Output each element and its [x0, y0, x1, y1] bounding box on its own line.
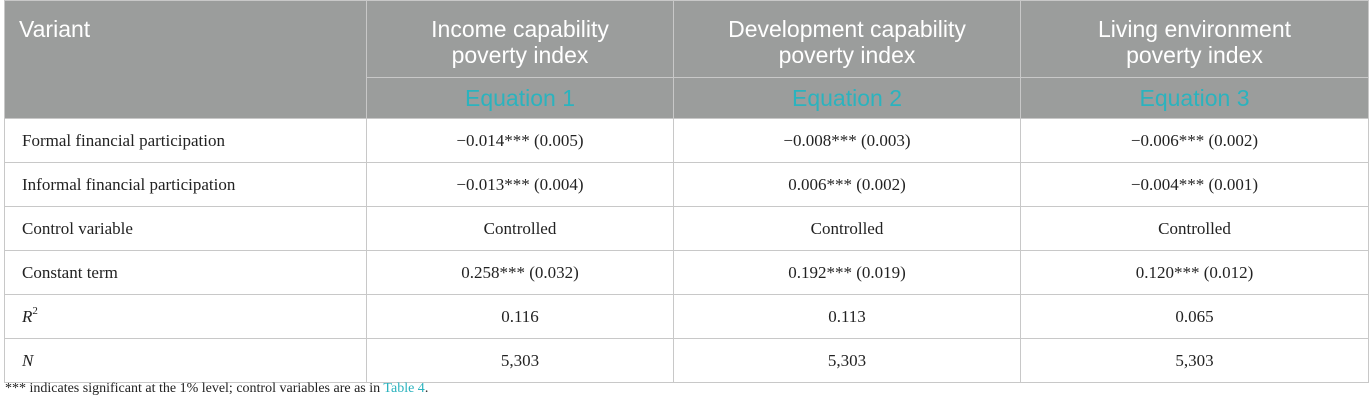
- table-cell: −0.013*** (0.004): [366, 162, 674, 207]
- table-cell: −0.006*** (0.002): [1020, 118, 1369, 163]
- column-header-line2: poverty index: [1126, 42, 1263, 68]
- table-row: R2 0.116 0.113 0.065: [4, 294, 1369, 339]
- equation-2-label: Equation 2: [673, 77, 1021, 119]
- table-row: N 5,303 5,303 5,303: [4, 338, 1369, 383]
- equation-3-label: Equation 3: [1020, 77, 1369, 119]
- footnote-end: .: [424, 381, 429, 396]
- column-header-line1: Income capability: [431, 16, 609, 42]
- equation-1-label: Equation 1: [366, 77, 674, 119]
- row-label: Informal financial participation: [4, 162, 367, 207]
- table-header: Variant Income capability poverty index …: [4, 0, 1369, 119]
- regression-table: Variant Income capability poverty index …: [4, 0, 1369, 383]
- regression-table-container: Variant Income capability poverty index …: [4, 0, 1369, 383]
- column-header-living: Living environment poverty index: [1020, 0, 1369, 78]
- column-header-line2: poverty index: [778, 42, 916, 68]
- column-header-line2: poverty index: [451, 42, 589, 68]
- table-cell: 0.116: [366, 294, 674, 339]
- table-body: Formal financial participation −0.014***…: [4, 118, 1369, 383]
- row-label: Control variable: [4, 206, 367, 251]
- row-label: Formal financial participation: [4, 118, 367, 163]
- column-header-income: Income capability poverty index: [366, 0, 674, 78]
- table-cell: Controlled: [366, 206, 674, 251]
- table-row: Constant term 0.258*** (0.032) 0.192*** …: [4, 250, 1369, 295]
- r-symbol: R: [22, 306, 33, 326]
- table-cell: 0.006*** (0.002): [673, 162, 1021, 207]
- table-cell: 5,303: [366, 338, 674, 383]
- table-cell: 5,303: [1020, 338, 1369, 383]
- table-cell: −0.004*** (0.001): [1020, 162, 1369, 207]
- table-cell: 0.258*** (0.032): [366, 250, 674, 295]
- column-header-line1: Development capability: [728, 16, 966, 42]
- superscript-2: 2: [32, 304, 38, 317]
- table-cell: 0.113: [673, 294, 1021, 339]
- table-row: Formal financial participation −0.014***…: [4, 118, 1369, 163]
- table-row: Control variable Controlled Controlled C…: [4, 206, 1369, 251]
- table-cell: Controlled: [673, 206, 1021, 251]
- row-label-n: N: [4, 338, 367, 383]
- table-cell: 0.065: [1020, 294, 1369, 339]
- header-row-equations: Equation 1 Equation 2 Equation 3: [5, 77, 1369, 119]
- table-cell: 5,303: [673, 338, 1021, 383]
- table-footnote: *** indicates significant at the 1% leve…: [5, 381, 428, 397]
- n-symbol: N: [22, 350, 34, 370]
- row-label: Constant term: [4, 250, 367, 295]
- header-row-titles: Variant Income capability poverty index …: [4, 0, 1369, 119]
- footnote-text: *** indicates significant at the 1% leve…: [5, 381, 384, 396]
- table-cell: −0.014*** (0.005): [366, 118, 674, 163]
- table-cell: Controlled: [1020, 206, 1369, 251]
- table-4-link[interactable]: Table 4: [383, 381, 425, 396]
- column-header-development: Development capability poverty index: [673, 0, 1021, 78]
- table-cell: 0.192*** (0.019): [673, 250, 1021, 295]
- variant-header: Variant: [4, 0, 367, 119]
- table-cell: 0.120*** (0.012): [1020, 250, 1369, 295]
- table-row: Informal financial participation −0.013*…: [4, 162, 1369, 207]
- column-header-line1: Living environment: [1097, 16, 1292, 42]
- table-cell: −0.008*** (0.003): [673, 118, 1021, 163]
- variant-header-label: Variant: [19, 16, 91, 42]
- row-label-r-squared: R2: [4, 294, 367, 339]
